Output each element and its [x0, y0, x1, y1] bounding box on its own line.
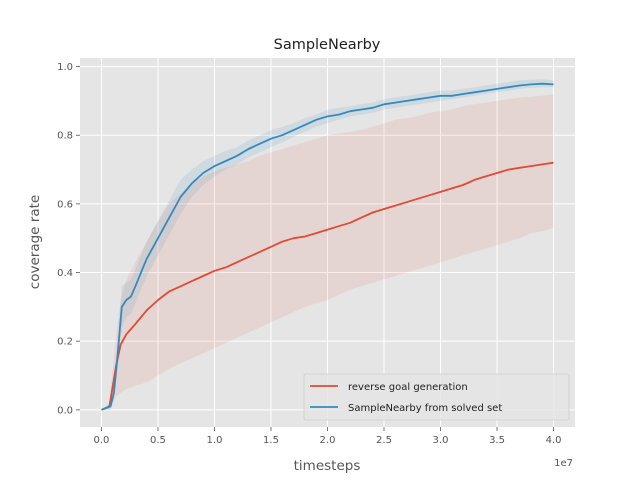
- x-tick-label: 3.0: [433, 435, 449, 446]
- grid: [80, 58, 575, 427]
- band-samplenearby-from-solved-set: [101, 79, 554, 410]
- legend-box: [303, 373, 570, 421]
- x-tick-label: 3.5: [489, 435, 505, 446]
- x-axis-label: timesteps: [294, 458, 361, 474]
- band-reverse-goal-generation: [101, 94, 554, 410]
- x-tick-label: 2.0: [320, 435, 336, 446]
- line-reverse-goal-generation: [101, 161, 554, 411]
- y-tick-label: 0.2: [57, 337, 73, 348]
- x-tick-label: 1.0: [207, 435, 223, 446]
- x-tick-label: 0.0: [94, 435, 110, 446]
- legend-label-reverse-goal-generation: reverse goal generation: [348, 382, 468, 393]
- x-tick-label: 0.5: [150, 435, 166, 446]
- y-tick-label: 0.0: [57, 405, 73, 416]
- y-tick-label: 1.0: [57, 62, 73, 73]
- y-tick-label: 0.8: [57, 131, 73, 142]
- x-tick-label: 4.0: [546, 435, 562, 446]
- legend: reverse goal generation SampleNearby fro…: [303, 373, 570, 421]
- x-tick-label: 2.5: [376, 435, 392, 446]
- legend-label-samplenearby-from-solved-set: SampleNearby from solved set: [348, 403, 502, 414]
- x-axis-ticks: 0.0 0.5 1.0 1.5 2.0 2.5 3.0 3.5 4.0: [94, 427, 562, 446]
- confidence-bands: [101, 79, 554, 410]
- line-samplenearby-from-solved-set: [101, 82, 554, 411]
- x-axis-offset-text: 1e7: [554, 458, 573, 469]
- y-tick-label: 0.6: [57, 199, 73, 210]
- y-axis-label: coverage rate: [27, 195, 43, 289]
- y-tick-label: 0.4: [57, 268, 73, 279]
- y-axis-ticks: 0.0 0.2 0.4 0.6 0.8 1.0: [57, 62, 80, 416]
- series-lines: [101, 82, 554, 411]
- x-tick-label: 1.5: [263, 435, 279, 446]
- chart-title: SampleNearby: [274, 37, 381, 53]
